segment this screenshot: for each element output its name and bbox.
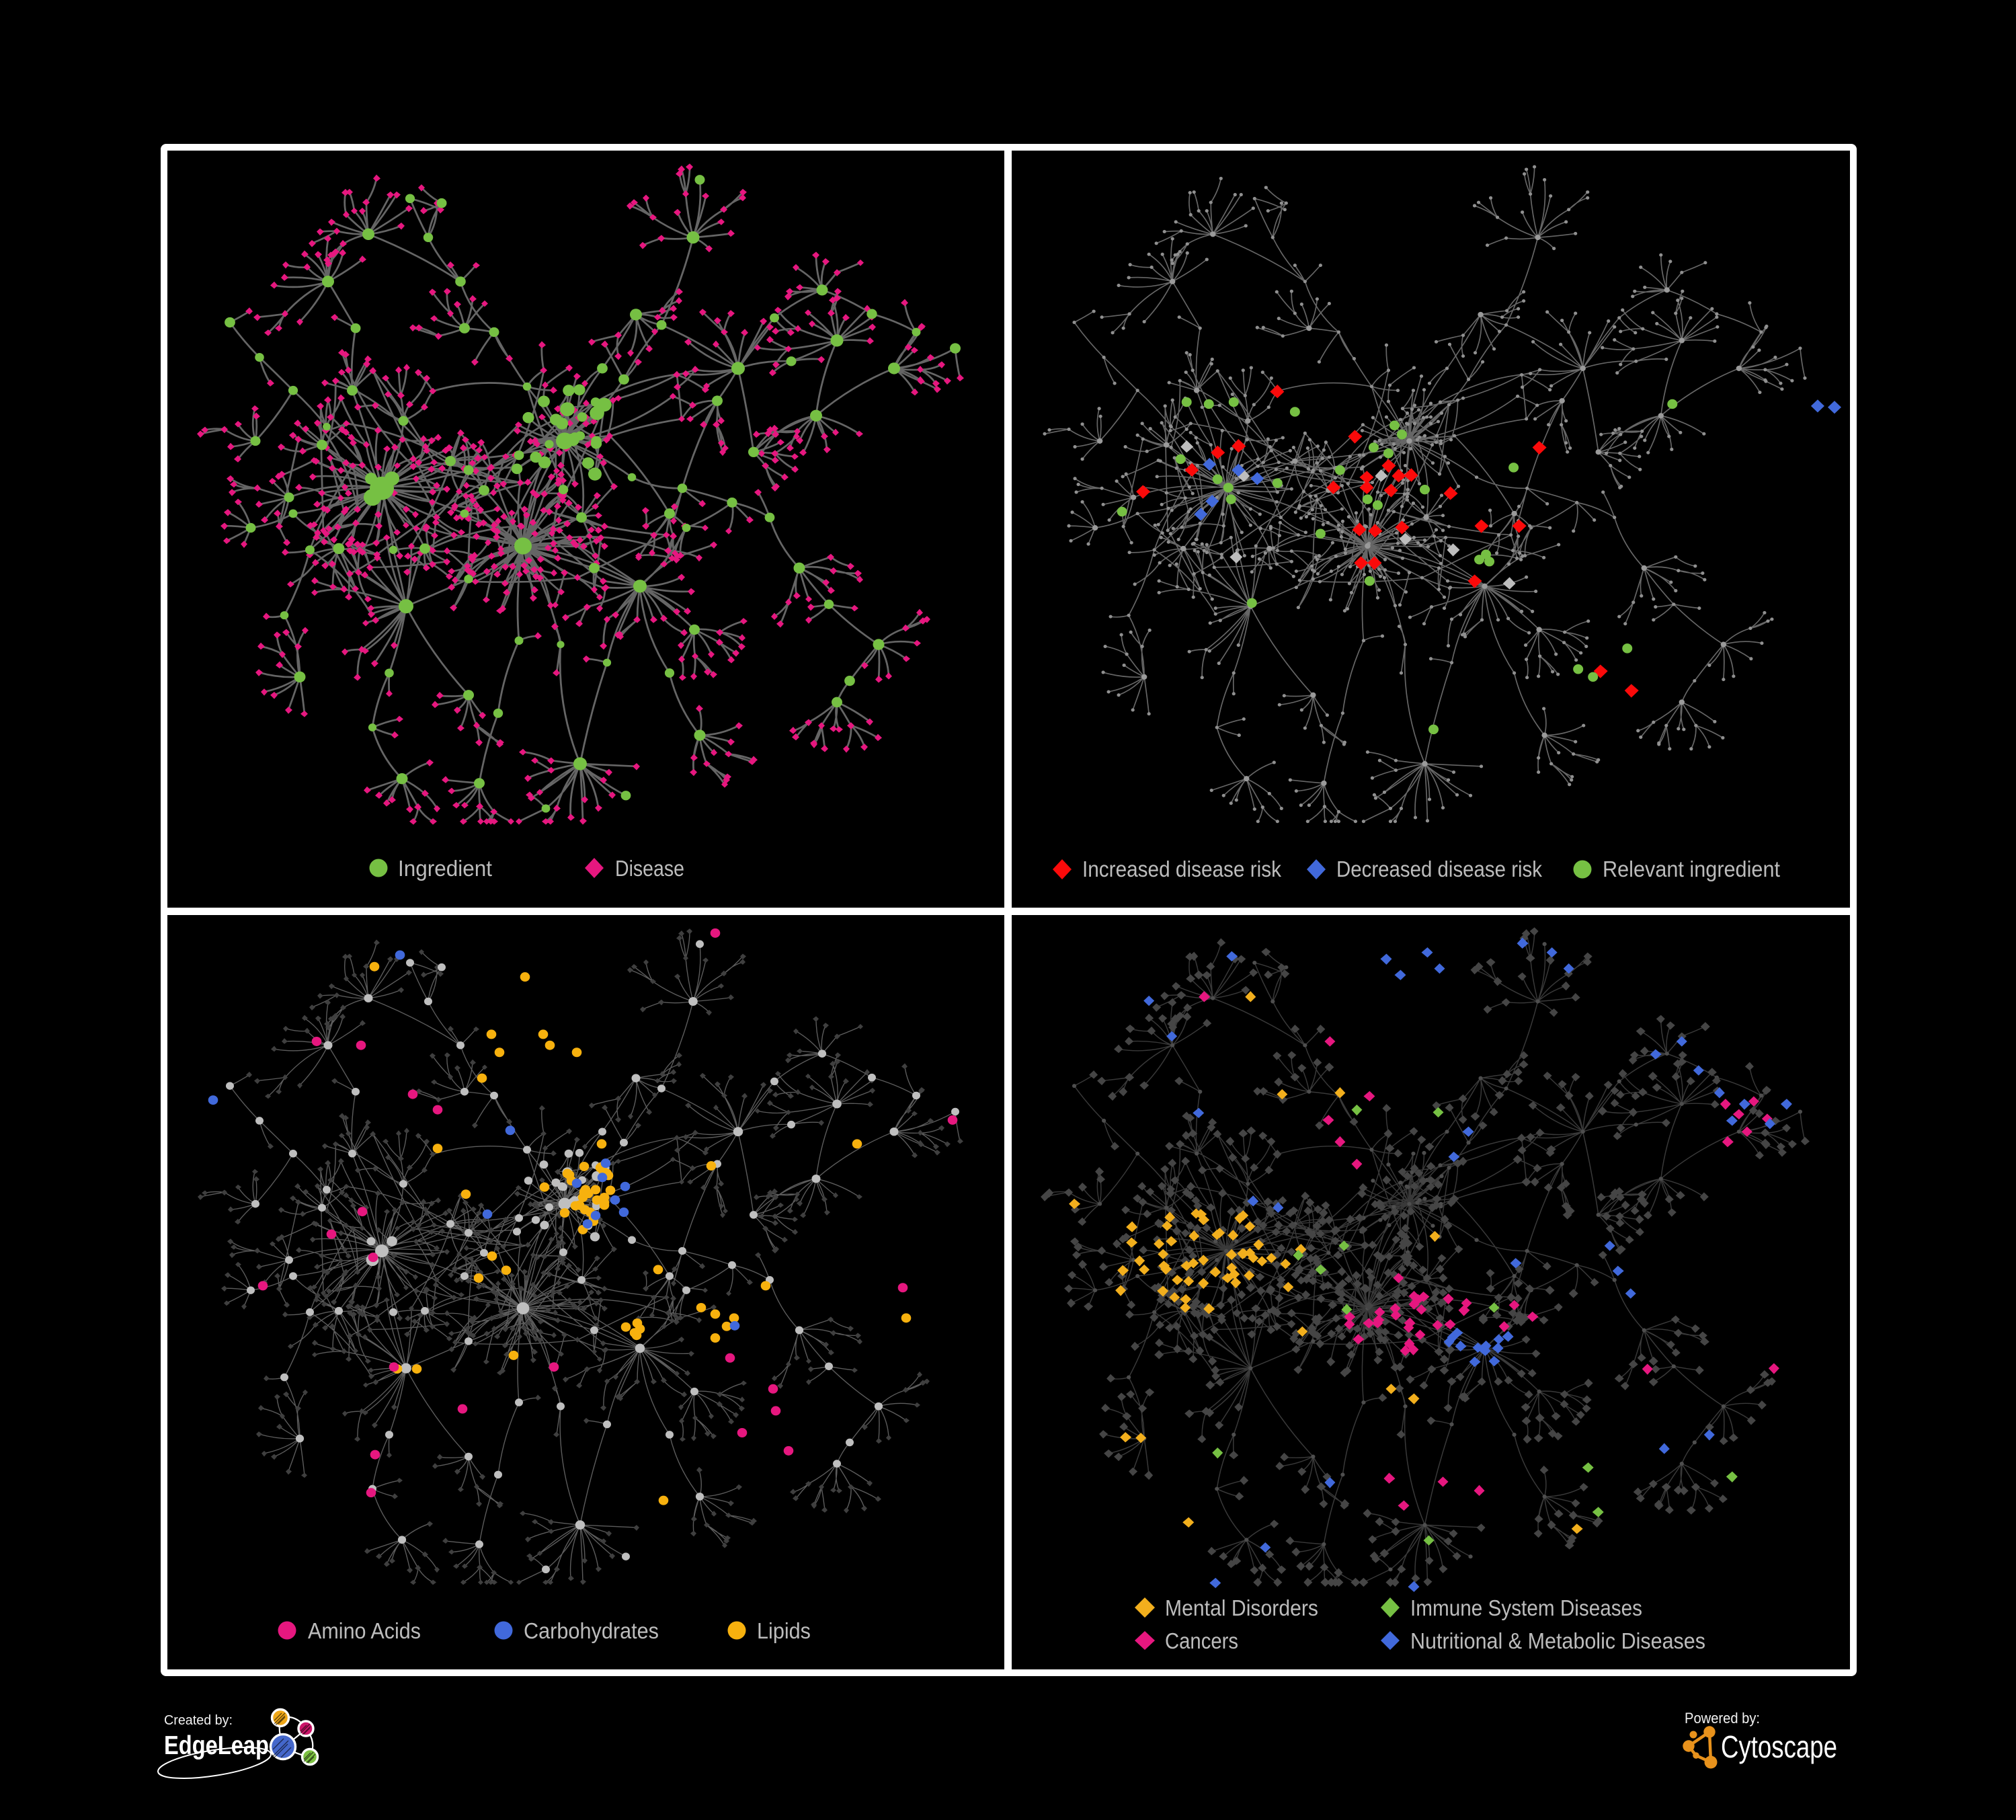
svg-text:EdgeLeap: EdgeLeap bbox=[164, 1731, 269, 1760]
svg-text:Cancers: Cancers bbox=[1165, 1628, 1238, 1653]
svg-text:Ingredient: Ingredient bbox=[398, 856, 492, 881]
svg-text:Nutritional & Metabolic Diseas: Nutritional & Metabolic Diseases bbox=[1410, 1628, 1705, 1653]
svg-text:Created by:: Created by: bbox=[164, 1713, 233, 1728]
svg-text:Mental Disorders: Mental Disorders bbox=[1165, 1595, 1318, 1620]
svg-text:Cytoscape: Cytoscape bbox=[1721, 1729, 1837, 1764]
svg-text:Disease: Disease bbox=[615, 856, 684, 881]
svg-text:Increased disease risk: Increased disease risk bbox=[1082, 857, 1281, 881]
svg-text:Powered by:: Powered by: bbox=[1685, 1710, 1760, 1727]
svg-text:Decreased disease risk: Decreased disease risk bbox=[1336, 857, 1542, 881]
svg-text:Amino Acids: Amino Acids bbox=[308, 1618, 421, 1643]
svg-text:Carbohydrates: Carbohydrates bbox=[524, 1618, 659, 1643]
svg-text:Relevant ingredient: Relevant ingredient bbox=[1603, 857, 1780, 881]
svg-text:Lipids: Lipids bbox=[757, 1618, 811, 1643]
svg-text:Immune System Diseases: Immune System Diseases bbox=[1410, 1595, 1642, 1620]
